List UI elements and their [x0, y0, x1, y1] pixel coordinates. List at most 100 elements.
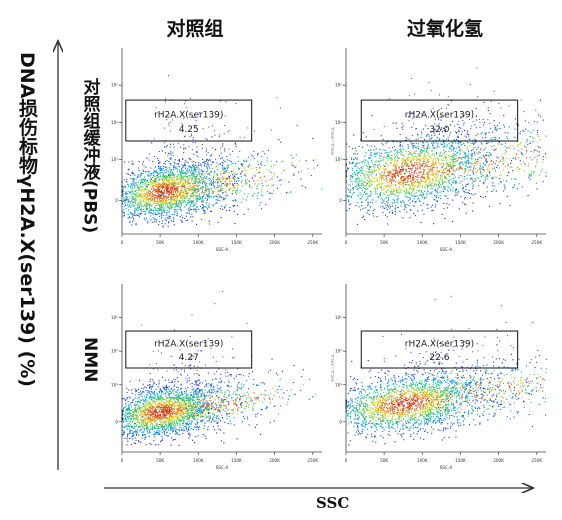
event-dot: [351, 162, 353, 164]
event-dot: [376, 187, 378, 189]
event-dot: [420, 195, 422, 197]
event-dot: [144, 205, 146, 207]
event-dot: [392, 165, 394, 167]
event-dot: [164, 218, 166, 220]
event-dot: [141, 197, 143, 199]
event-dot: [226, 210, 228, 212]
event-dot: [189, 185, 191, 187]
event-dot: [458, 126, 460, 128]
event-dot: [196, 176, 198, 178]
event-dot: [146, 183, 148, 185]
event-dot: [500, 181, 502, 183]
event-dot: [493, 149, 495, 151]
event-dot: [165, 175, 167, 177]
event-dot: [167, 206, 169, 208]
event-dot: [129, 186, 131, 188]
event-dot: [247, 166, 249, 168]
event-dot: [512, 172, 514, 174]
event-dot: [374, 156, 376, 158]
event-dot: [425, 155, 427, 157]
event-dot: [386, 185, 388, 187]
event-dot: [518, 183, 520, 185]
event-dot: [367, 171, 369, 173]
event-dot: [444, 152, 446, 154]
event-dot: [154, 178, 156, 180]
event-dot: [278, 180, 280, 182]
event-dot: [452, 148, 454, 150]
event-dot: [459, 167, 461, 169]
event-dot: [467, 183, 469, 185]
event-dot: [151, 181, 153, 183]
event-dot: [480, 176, 482, 178]
event-dot: [160, 200, 162, 202]
event-dot: [153, 201, 155, 203]
event-dot: [213, 178, 215, 180]
event-dot: [139, 193, 141, 195]
event-dot: [428, 177, 430, 179]
event-dot: [156, 205, 158, 207]
event-dot: [148, 211, 150, 213]
event-dot: [394, 174, 396, 176]
event-dot: [444, 145, 446, 147]
event-dot: [448, 186, 450, 188]
event-dot: [147, 195, 149, 197]
event-dot: [290, 154, 292, 156]
event-dot: [209, 155, 211, 157]
event-dot: [458, 168, 460, 170]
event-dot: [440, 175, 442, 177]
event-dot: [501, 159, 503, 161]
event-dot: [450, 132, 452, 134]
event-dot: [390, 191, 392, 193]
event-dot: [464, 172, 466, 174]
event-dot: [201, 195, 203, 197]
event-dot: [184, 163, 186, 165]
event-dot: [488, 173, 490, 175]
event-dot: [184, 179, 186, 181]
event-dot: [421, 191, 423, 193]
event-dot: [391, 193, 393, 195]
event-dot: [205, 190, 207, 192]
event-dot: [159, 184, 161, 186]
event-dot: [503, 190, 505, 192]
event-dot: [465, 156, 467, 158]
event-dot: [188, 207, 190, 209]
event-dot: [158, 188, 160, 190]
event-dot: [452, 146, 454, 148]
event-dot: [184, 182, 186, 184]
event-dot: [379, 194, 381, 196]
event-dot: [367, 201, 369, 203]
event-dot: [438, 183, 440, 185]
event-dot: [193, 190, 195, 192]
event-dot: [238, 168, 240, 170]
event-dot: [362, 215, 364, 217]
event-dot: [397, 206, 399, 208]
event-dot: [393, 150, 395, 152]
event-dot: [405, 192, 407, 194]
event-dot: [178, 160, 180, 161]
event-dot: [153, 175, 155, 177]
event-dot: [177, 159, 179, 161]
event-dot: [189, 190, 191, 192]
event-dot: [409, 175, 411, 177]
event-dot: [383, 169, 385, 171]
event-dot: [174, 205, 176, 207]
event-dot: [277, 187, 279, 189]
event-dot: [165, 205, 167, 207]
event-dot: [241, 164, 243, 166]
event-dot: [446, 144, 448, 146]
event-dot: [386, 164, 388, 166]
event-dot: [447, 155, 449, 157]
event-dot: [372, 166, 374, 168]
event-dot: [155, 107, 157, 109]
event-dot: [459, 166, 461, 168]
event-dot: [226, 177, 228, 179]
event-dot: [137, 174, 139, 176]
event-dot: [380, 166, 382, 168]
y-tick-label: 10³: [111, 157, 118, 162]
event-dot: [420, 157, 422, 159]
event-dot: [422, 174, 424, 176]
event-dot: [134, 195, 136, 197]
event-dot: [233, 178, 235, 180]
event-dot: [140, 182, 142, 184]
event-dot: [531, 159, 533, 161]
